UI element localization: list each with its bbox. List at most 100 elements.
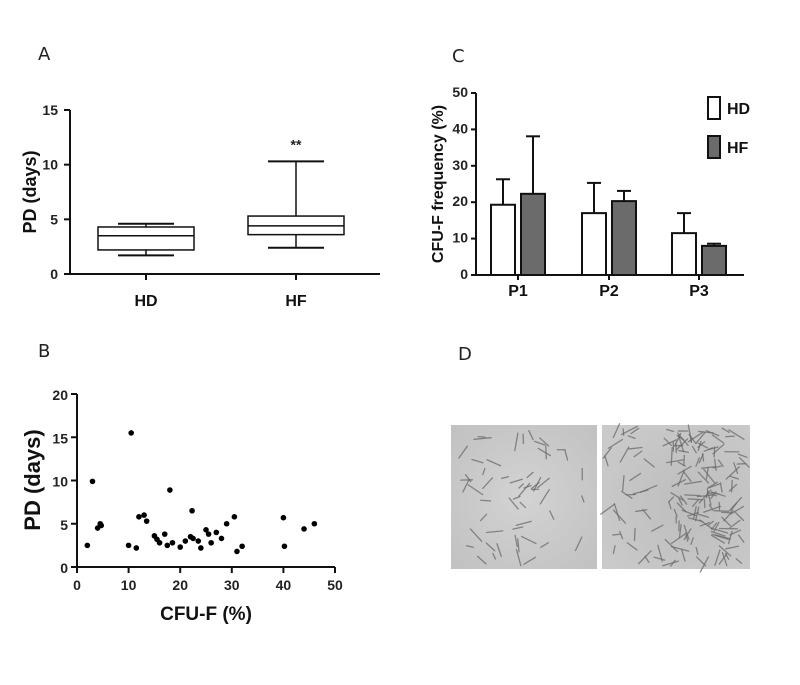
cell-mark — [509, 478, 523, 484]
panel-c-barchart: 0 10 20 30 40 50 P1 P2 P3 CFU-F frequency (%) HD… — [430, 84, 750, 300]
cell-mark — [515, 520, 532, 527]
panel-a-category-label: HF — [285, 293, 307, 310]
scatter-point — [231, 514, 238, 520]
cell-mark — [673, 508, 678, 518]
bar-hd-p2 — [581, 212, 607, 276]
cell-mark — [713, 521, 720, 533]
scatter-point — [205, 531, 212, 537]
cell-mark — [699, 556, 710, 573]
cell-mark — [697, 440, 702, 452]
cell-mark — [612, 533, 621, 536]
cell-mark — [706, 488, 712, 506]
cell-mark — [697, 471, 710, 484]
panel-b-xtick-label: 50 — [327, 577, 343, 593]
micrograph-left-cells — [458, 430, 585, 567]
cell-mark — [671, 545, 690, 552]
cell-mark — [725, 545, 740, 550]
cell-mark — [581, 495, 585, 503]
cell-mark — [727, 530, 733, 545]
cell-mark — [728, 429, 745, 440]
panel-b-ytick-label: 20 — [52, 387, 68, 403]
panel-c-category-label: P1 — [508, 283, 528, 300]
panel-b-xtick-label: 20 — [172, 577, 188, 593]
micrograph-right-cells — [600, 423, 750, 573]
panel-b-scatter: 0 5 10 15 20 0 10 20 30 40 50 PD (days) CFU-F (%) — [20, 387, 343, 625]
cell-mark — [574, 536, 583, 552]
cell-mark — [534, 440, 546, 446]
scatter-point — [218, 535, 225, 542]
cell-mark — [710, 531, 726, 537]
cell-mark — [496, 543, 502, 557]
cell-mark — [683, 480, 703, 485]
cell-mark — [518, 482, 531, 497]
cell-mark — [464, 474, 472, 483]
cell-mark — [480, 499, 492, 502]
cell-mark — [707, 483, 721, 489]
cell-mark — [632, 489, 649, 495]
panel-c-marks — [490, 135, 727, 277]
cell-mark — [619, 530, 624, 540]
cell-mark — [712, 443, 725, 455]
cell-micrograph-left — [451, 425, 597, 569]
cell-mark — [677, 434, 685, 453]
cell-mark — [738, 534, 745, 543]
cell-mark — [681, 548, 686, 562]
cell-mark — [710, 534, 726, 544]
cell-mark — [681, 509, 697, 517]
cell-mark — [734, 511, 745, 522]
cell-mark — [670, 446, 673, 466]
cell-mark — [465, 545, 474, 548]
panel-a-ytick-label: 5 — [50, 211, 58, 227]
cell-mark — [539, 437, 550, 447]
cell-mark — [678, 449, 690, 454]
cell-mark — [514, 534, 518, 548]
cell-mark — [710, 527, 729, 534]
panel-b-xtick-label: 0 — [73, 577, 81, 593]
panel-b-ylabel: PD (days) — [20, 429, 45, 530]
bar-hd-p3 — [671, 232, 697, 276]
cell-mark — [612, 545, 616, 555]
scatter-point — [133, 545, 140, 551]
cell-mark — [626, 542, 638, 551]
scatter-point — [195, 538, 202, 544]
scatter-point — [213, 529, 220, 536]
panel-letter-b: B — [38, 341, 50, 362]
scatter-point — [189, 507, 195, 514]
panel-c-ytick-label: 20 — [452, 193, 468, 209]
panel-c-ylabel: CFU-F frequency (%) — [430, 105, 447, 263]
legend-swatch-hd — [707, 96, 721, 120]
panel-a-ytick-label: 10 — [42, 157, 58, 173]
cell-mark — [612, 423, 621, 439]
cell-mark — [721, 551, 728, 567]
cell-mark — [678, 523, 682, 539]
cell-mark — [518, 483, 525, 489]
cell-mark — [540, 542, 549, 548]
cell-mark — [735, 558, 743, 564]
panel-c-ytick-label: 10 — [452, 230, 468, 246]
cell-mark — [718, 553, 728, 565]
cell-mark — [458, 445, 468, 459]
cell-mark — [700, 466, 716, 469]
cell-mark — [670, 533, 686, 545]
cell-mark — [482, 467, 486, 476]
panel-b-marks — [84, 430, 318, 555]
scatter-point — [190, 535, 196, 542]
cell-mark — [666, 459, 684, 464]
panel-d-micrographs — [451, 423, 750, 573]
cell-mark — [730, 479, 733, 493]
cell-mark — [526, 471, 534, 479]
cell-mark — [695, 432, 706, 445]
cell-mark — [707, 446, 719, 451]
panel-b-xtick-label: 40 — [276, 577, 292, 593]
bar-hd-p1 — [490, 203, 516, 276]
cell-mark — [711, 533, 729, 541]
scatter-point — [141, 512, 147, 518]
cell-mark — [676, 434, 685, 441]
cell-mark — [687, 498, 704, 501]
scatter-point — [203, 527, 209, 533]
cell-mark — [663, 437, 673, 446]
cell-mark — [633, 450, 643, 458]
panel-b-ytick-label: 0 — [60, 560, 68, 576]
cell-mark — [628, 446, 643, 450]
